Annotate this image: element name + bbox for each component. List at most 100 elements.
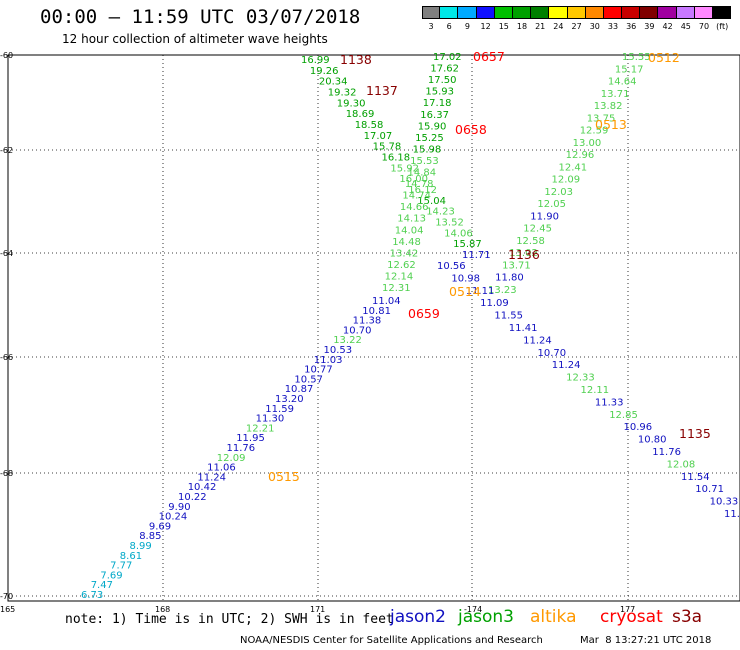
swh-value: 18.58	[355, 120, 384, 131]
chart-title: 00:00 — 11:59 UTC 03/07/2018	[40, 6, 361, 28]
pass-time-label: 0512	[648, 50, 680, 65]
swh-value: 6.73	[81, 590, 103, 601]
swh-value: 16.12	[408, 185, 437, 196]
swh-value: 11.30	[256, 414, 285, 425]
color-scale-cell	[567, 6, 586, 19]
lon-label: -174	[464, 605, 482, 614]
color-scale-label: 42	[662, 22, 673, 31]
color-scale-label: 36	[626, 22, 637, 31]
color-scale-label: 9	[464, 22, 470, 31]
swh-value: 11.33	[595, 397, 624, 408]
color-scale-label: 27	[571, 22, 582, 31]
swh-value: 12.85	[609, 410, 638, 421]
swh-value: 13.71	[502, 261, 531, 272]
swh-value: 15.78	[373, 142, 402, 153]
swh-value: 19.32	[328, 88, 357, 99]
swh-value: 10.70	[538, 348, 567, 359]
pass-time-label: 1137	[366, 83, 398, 98]
swh-value: 11.38	[353, 316, 382, 327]
swh-value: 13.75	[587, 113, 616, 124]
color-scale-label: 18	[516, 22, 528, 31]
legend-note: note: 1) Time is in UTC; 2) SWH is in fe…	[65, 612, 394, 627]
pass-time-label: 0513	[595, 117, 627, 132]
pass-time-label: 0514	[449, 284, 481, 299]
swh-value: 15.87	[453, 239, 482, 250]
swh-value: 19.26	[310, 66, 339, 77]
lon-label: 171	[310, 605, 325, 614]
swh-value: 12.09	[552, 175, 581, 186]
swh-value: 16.37	[420, 110, 449, 121]
swh-value: 10.87	[285, 384, 314, 395]
swh-value: 11.76	[227, 443, 256, 454]
pass-time-label: 0515	[268, 469, 300, 484]
swh-value: 7.69	[100, 570, 122, 581]
swh-value: 9.69	[149, 521, 171, 532]
swh-value: 17.18	[423, 98, 452, 109]
swh-value: 9.90	[168, 502, 190, 513]
swh-value: 14.23	[426, 207, 455, 218]
color-scale-cell	[512, 6, 532, 19]
swh-value: 12.14	[385, 271, 414, 282]
swh-value: 11.24	[552, 360, 581, 371]
footer-credit: NOAA/NESDIS Center for Satellite Applica…	[240, 635, 543, 646]
swh-value: 10.53	[324, 345, 353, 356]
legend-cryosat: cryosat	[600, 607, 663, 627]
color-scale-cell	[585, 6, 604, 19]
color-scale-label: 21	[535, 22, 546, 31]
swh-value: 12.08	[667, 459, 696, 470]
pass-time-label: 0657	[473, 49, 505, 64]
swh-value: 13.52	[435, 218, 464, 229]
legend-altika: altika	[530, 607, 577, 627]
swh-value: 11.71	[462, 250, 491, 261]
swh-value: 11.06	[207, 463, 236, 474]
legend-s3a: s3a	[672, 607, 703, 627]
pass-time-label: 0659	[408, 306, 440, 321]
lon-label: 165	[0, 605, 15, 614]
swh-value: 17.62	[430, 64, 459, 75]
color-scale-cell	[422, 6, 441, 19]
swh-value: 13.00	[573, 138, 602, 149]
swh-value: 16.99	[301, 55, 330, 66]
color-scale-label: 70	[698, 22, 710, 31]
color-scale-cell	[440, 6, 459, 19]
track-d: 10.5610.9811.1111.0911.5511.4111.2410.70…	[437, 261, 740, 520]
swh-value: 15.17	[615, 64, 644, 75]
color-scale-cell	[531, 6, 550, 19]
swh-value: 8.99	[130, 541, 152, 552]
track-b: 17.0217.6217.5015.9317.1816.3715.9015.25…	[382, 52, 462, 294]
swh-value: 13.22	[333, 335, 362, 346]
map-frame	[7, 54, 740, 602]
swh-value: 12.03	[544, 187, 573, 198]
swh-value: 15.90	[418, 121, 447, 132]
swh-value: 11.95	[236, 433, 265, 444]
legend-jason3: jason3	[458, 607, 514, 627]
swh-value: 15.93	[425, 87, 454, 98]
swh-value: 11.55	[494, 311, 523, 322]
swh-value: 15.53	[410, 156, 439, 167]
lat-label: -60	[0, 51, 13, 60]
legend-jason2: jason2	[390, 607, 446, 627]
swh-value: 16.00	[399, 174, 428, 185]
swh-value: 12.09	[217, 453, 246, 464]
swh-value: 10.96	[624, 422, 653, 433]
swh-value: 11.59	[265, 404, 294, 415]
swh-value: 10.70	[343, 325, 372, 336]
color-scale-label: 24	[553, 22, 564, 31]
pass-time-label: 1136	[508, 247, 540, 262]
swh-value: 18.69	[346, 109, 375, 120]
swh-value: 13.71	[601, 89, 630, 100]
swh-value: 8.85	[139, 531, 161, 542]
swh-value: 12.33	[566, 373, 595, 384]
lat-label: -70	[0, 592, 13, 601]
lat-label: -68	[0, 469, 13, 478]
color-scale-label: 33	[607, 22, 619, 31]
color-scale-cell	[694, 6, 713, 19]
lat-label: -66	[0, 353, 13, 362]
swh-value: 14.48	[392, 237, 421, 248]
swh-value: 10.42	[188, 482, 217, 493]
track-e: 11.0410.8111.3810.7013.2210.5311.0310.77…	[81, 296, 401, 601]
swh-value: 11.24	[523, 335, 552, 346]
track-c: 15.5515.1714.6413.7113.8213.7512.5913.00…	[488, 52, 651, 296]
color-scale-cell	[676, 6, 695, 19]
swh-value: 12.41	[559, 162, 588, 173]
